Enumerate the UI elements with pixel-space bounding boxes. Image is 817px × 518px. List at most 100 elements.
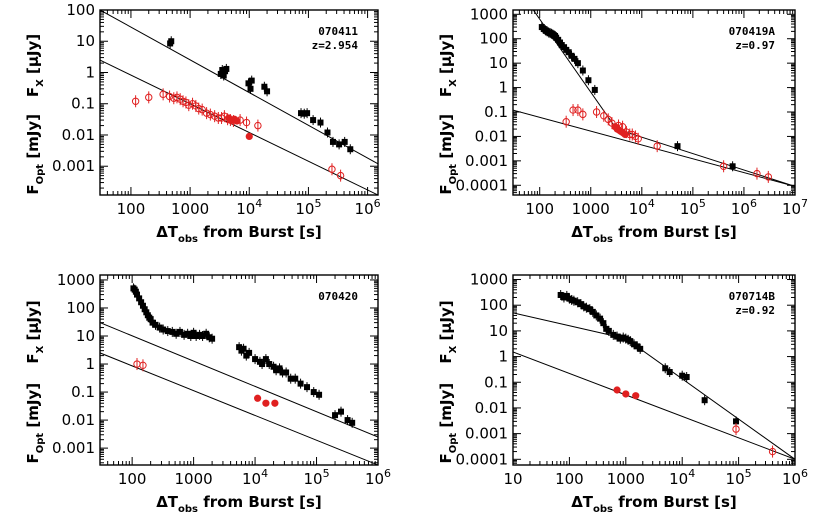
y-axis-label-xray: FX [μJy] — [24, 34, 46, 97]
y-axis-label-optical: FOpt [mJy] — [24, 114, 46, 195]
y-axis-label-optical-sub: Opt — [35, 164, 46, 185]
xray-point — [585, 77, 592, 84]
x-axis-label: ΔTobs from Burst [s] — [571, 493, 737, 515]
panel-svg-070411: 100 1000 104 105 1061001010.10.010.001ΔTobs … — [24, 1, 381, 245]
xray-point — [332, 412, 339, 419]
y-axis-label-optical-main: F — [437, 184, 455, 194]
grb-label: 070419A — [729, 25, 776, 38]
xray-point — [181, 331, 188, 338]
xray-point — [160, 326, 167, 333]
xray-point — [141, 306, 148, 313]
panel-070411: 100 1000 104 105 106 100 10 1 0.1 0.01 0.001 ΔTobs … — [0, 0, 400, 255]
xray-point — [292, 375, 299, 382]
optical-point-filled — [245, 132, 253, 141]
xray-point — [316, 391, 323, 398]
xray-point — [662, 365, 669, 372]
xray-point — [209, 335, 216, 342]
grb-label: 070714B — [729, 290, 776, 303]
y-axis-label-optical-main: F — [24, 453, 42, 463]
y-tick-label: 0.1 — [71, 95, 95, 113]
x-tick-label-exponent: 7 — [801, 197, 808, 210]
xray-point — [270, 363, 277, 370]
xray-point — [337, 408, 344, 415]
optical-point — [562, 118, 570, 126]
xray-point — [193, 332, 200, 339]
y-tick-label: 0.001 — [52, 157, 95, 175]
y-axis-label-optical-sub: Opt — [448, 164, 459, 185]
y-tick-label: 0.01 — [62, 411, 95, 429]
fit-line-xray — [100, 322, 378, 438]
x-tick-label: 105 — [303, 467, 329, 488]
xray-point — [156, 324, 163, 331]
xray-point — [733, 418, 740, 425]
grb-redshift: z=2.954 — [312, 39, 359, 52]
x-axis-label-rest: from Burst [s] — [198, 493, 322, 511]
optical-point — [768, 447, 777, 456]
y-tick-label: 0.1 — [484, 373, 508, 391]
x-tick-label-base: 10 — [680, 200, 699, 218]
optical-point — [764, 173, 773, 181]
xray-point — [310, 389, 317, 396]
x-tick-label-base: 10 — [726, 470, 745, 488]
y-axis-label-xray-unit: [μJy] — [437, 300, 455, 345]
y-axis-label-optical-sub: Opt — [448, 433, 459, 454]
x-tick-label-base: 100 — [555, 470, 584, 488]
plot-frame — [512, 9, 796, 196]
xray-point — [701, 397, 708, 404]
y-tick-label: 1000 — [470, 5, 508, 23]
xray-point — [196, 331, 203, 338]
panel-svg-070420: 100 1000 104 105 10610001001010.10.010.001ΔT… — [24, 271, 391, 515]
y-tick-label: 1 — [498, 79, 508, 97]
xray-point — [220, 72, 227, 79]
xray-point — [637, 345, 644, 352]
xray-point — [240, 345, 247, 352]
xray-point — [223, 65, 230, 72]
grb-redshift: z=0.97 — [735, 39, 775, 52]
optical-point-filled — [271, 399, 279, 407]
x-tick-label: 1000 — [572, 200, 610, 218]
x-tick-label: 100 — [117, 200, 146, 218]
xray-point — [600, 320, 607, 327]
x-tick-label-exponent: 5 — [699, 197, 706, 210]
y-axis-label-xray-main: F — [24, 87, 42, 97]
y-axis-label-xray-sub: X — [448, 79, 459, 87]
x-tick-label-base: 100 — [117, 200, 146, 218]
y-tick-label: 10 — [489, 54, 508, 72]
x-tick-label-base: 10 — [669, 470, 688, 488]
x-axis-label: ΔTobs from Burst [s] — [571, 223, 737, 245]
xray-point — [184, 330, 191, 337]
y-axis-label-optical-unit: [mJy] — [24, 114, 42, 164]
xray-point — [261, 83, 268, 90]
y-tick-label: 0.01 — [475, 399, 508, 417]
y-axis-label-optical-main: F — [437, 453, 455, 463]
optical-point — [165, 92, 174, 101]
x-tick-label-base: 10 — [731, 200, 750, 218]
optical-point — [336, 171, 345, 180]
optical-point — [653, 142, 661, 150]
xray-point — [683, 374, 690, 381]
xray-point — [614, 333, 621, 340]
y-tick-label: 0.0001 — [456, 176, 509, 194]
optical-point — [131, 97, 140, 105]
x-axis-label-delta: ΔT — [156, 493, 179, 511]
y-axis-label-optical-main: F — [24, 184, 42, 194]
x-axis-label-rest: from Burst [s] — [613, 223, 737, 241]
x-tick-label-base: 10 — [782, 470, 801, 488]
y-axis-label-xray: FX [μJy] — [24, 300, 46, 363]
x-axis-label-sub: obs — [593, 504, 613, 515]
x-tick-label-base: 10 — [782, 200, 801, 218]
optical-point-filled — [621, 130, 629, 139]
y-tick-label: 1 — [498, 348, 508, 366]
optical-point — [604, 115, 612, 124]
xray-point — [252, 356, 259, 363]
xray-point — [164, 328, 171, 335]
optical-point — [753, 169, 761, 178]
x-tick-label-base: 10 — [242, 470, 261, 488]
x-tick-label: 104 — [629, 197, 655, 218]
panel-070419A: 100 1000 104 105 106 107 1000 100 10 1 0.1 0.01 0.00… — [410, 0, 817, 255]
y-tick-label: 100 — [479, 30, 508, 48]
y-axis-label-xray-main: F — [24, 353, 42, 363]
fit-line-optical — [100, 352, 378, 465]
y-axis-label-xray-unit: [μJy] — [24, 300, 42, 345]
